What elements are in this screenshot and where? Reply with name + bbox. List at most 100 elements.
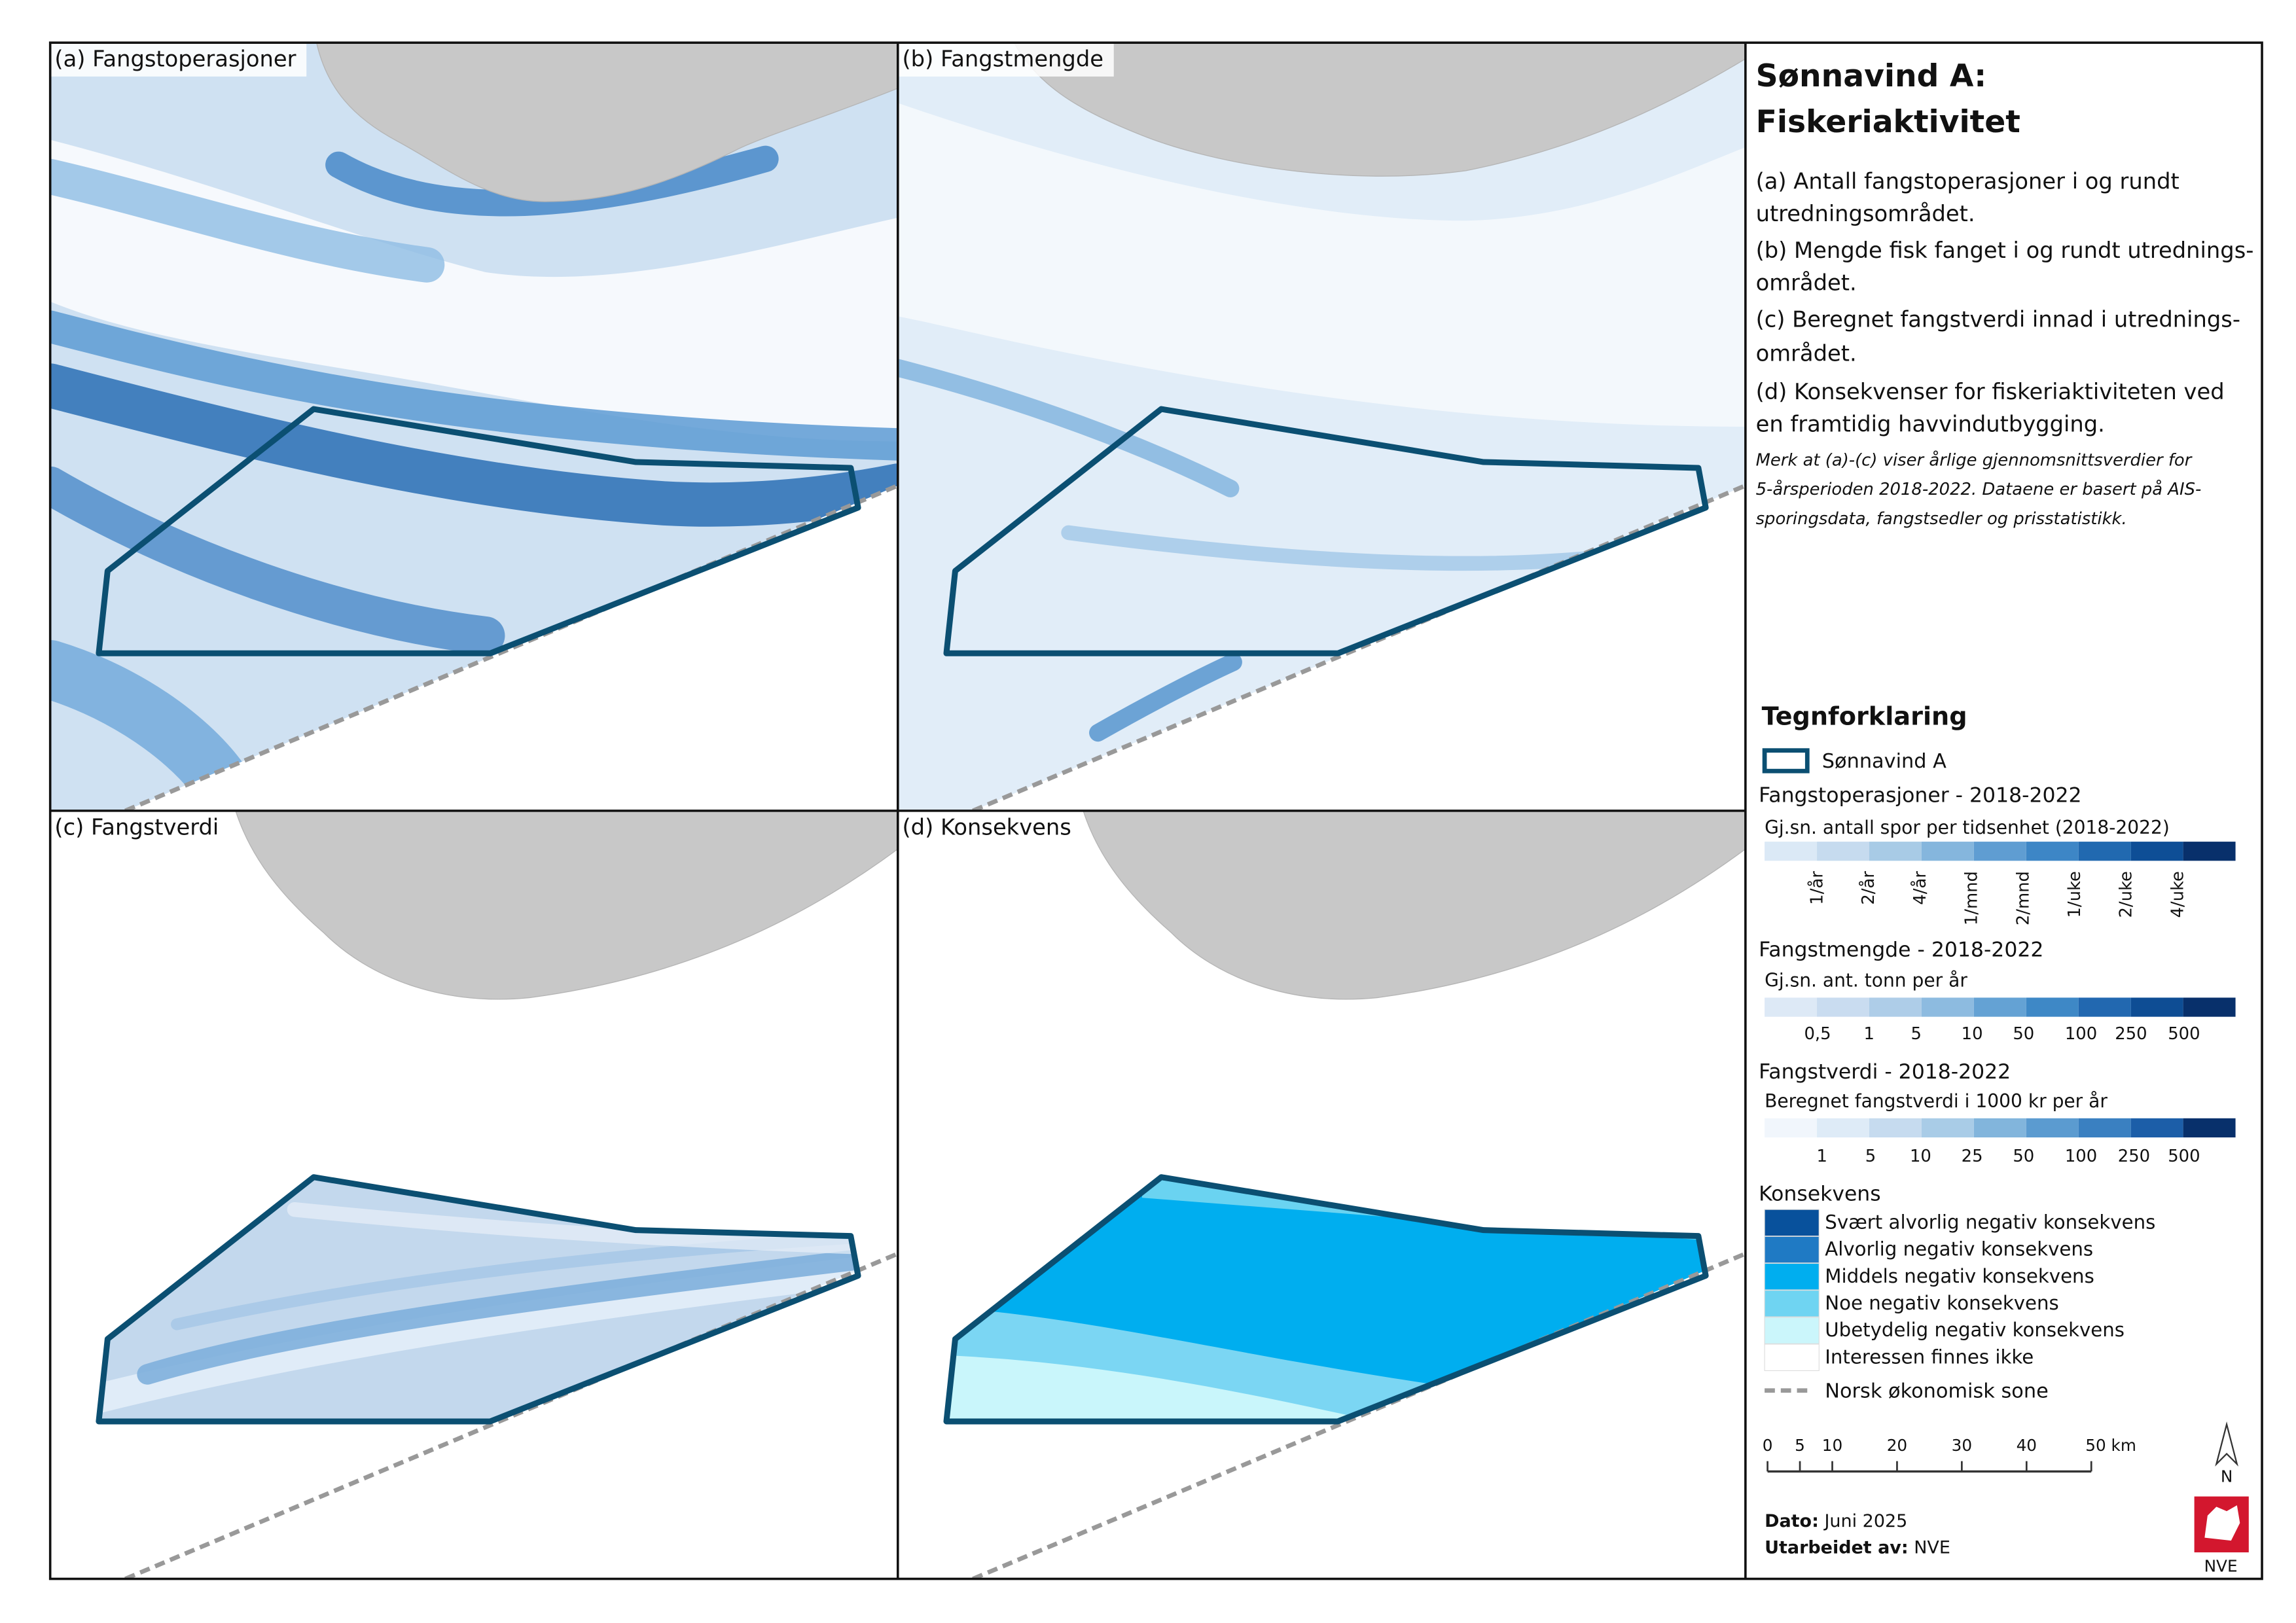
legend-ramp-label: 50 (2013, 1024, 2034, 1044)
land (235, 810, 898, 1000)
scale-label: 30 (1952, 1436, 1972, 1455)
land (1083, 810, 1746, 1000)
legend-ramp-label: 1 (1863, 1024, 1874, 1044)
legend-consequence-label: Svært alvorlig negativ konsekvens (1825, 1211, 2155, 1234)
north-arrow (2215, 1421, 2238, 1467)
legend-consequence-swatch (1764, 1317, 1820, 1344)
description-line: (a) Antall fangstoperasjoner i og rundt (1756, 168, 2179, 194)
footer-date: Dato: Juni 2025 (1765, 1510, 1907, 1531)
legend-ramp-label: 0,5 (1804, 1024, 1831, 1044)
legend-ramp-swatch (1817, 1118, 1869, 1138)
legend-ramp-swatch (1765, 842, 1818, 861)
panel-label-bg (897, 810, 1082, 845)
note-line: Merk at (a)-(c) viser årlige gjennomsnit… (1756, 450, 2193, 470)
panel-label-bg (50, 810, 230, 845)
panel-label-bg (897, 43, 1114, 77)
legend-ramp-swatch (2026, 842, 2079, 861)
legend-consequence-label: Ubetydelig negativ konsekvens (1825, 1319, 2125, 1341)
logo-text: NVE (2204, 1557, 2238, 1576)
scale-label: 40 (2017, 1436, 2037, 1455)
panels: (a) Fangstoperasjoner (b) Fangstmengde (c)… (50, 43, 1746, 1579)
description-line: (b) Mengde fisk fanget i og rundt utredn… (1756, 238, 2254, 263)
legend-ramp-label: 2/uke (2117, 871, 2136, 918)
legend-ramp-swatch (1973, 997, 2026, 1017)
fishing-density (50, 158, 445, 283)
legend-area-label: Sønnavind A (1822, 750, 1946, 773)
date-label: Dato: (1765, 1510, 1819, 1531)
legend-ramp-label: 500 (2168, 1147, 2200, 1166)
legend-ramp-label: 4/uke (2168, 871, 2187, 918)
map-panel: (a) Fangstoperasjoner (50, 43, 898, 811)
legend-ramp-label: 50 (2013, 1147, 2034, 1166)
description-line: området. (1756, 340, 1857, 366)
area-outline (96, 1174, 861, 1425)
author: NVE (1914, 1537, 1950, 1558)
sidebar-title: Sønnavind A: (1756, 58, 1987, 94)
map-content (96, 810, 898, 1579)
legend-section-subtitle: Beregnet fangstverdi i 1000 kr per år (1765, 1090, 2108, 1112)
map-panel: (b) Fangstmengde (897, 43, 1746, 811)
legend-ramp-label: 2/mnd (2013, 871, 2033, 925)
legend-ramp-label: 10 (1962, 1024, 1983, 1044)
legend-ramp-swatch (2078, 842, 2131, 861)
area-density (98, 1202, 859, 1416)
map-content (50, 43, 898, 811)
legend-ramp-swatch (2130, 997, 2183, 1017)
fishing-density (897, 359, 1240, 497)
fishing-density (98, 1253, 859, 1416)
area-outline (943, 1174, 1709, 1425)
north-label: N (2221, 1467, 2233, 1486)
legend-section-title: Fangstverdi - 2018-2022 (1759, 1060, 2011, 1084)
sidebar: Sønnavind A: Fiskeriaktivitet Tegnforkla… (1756, 58, 2254, 1575)
legend-ramp-label: 1/uke (2065, 871, 2085, 918)
legend-consequence-swatch (1764, 1236, 1820, 1264)
land (1013, 43, 1746, 177)
legend-ramp-swatch (1921, 997, 1974, 1017)
legend-consequence-swatch (1764, 1209, 1820, 1237)
legend-ramp-swatch (1973, 842, 2026, 861)
legend-section-title: Konsekvens (1759, 1183, 1881, 1206)
fishing-density (137, 1246, 859, 1385)
fishing-density (287, 1202, 859, 1255)
panel-label-bg (50, 43, 307, 77)
land (264, 43, 898, 202)
legend-boundary-label: Norsk økonomisk sone (1825, 1380, 2048, 1402)
legend-section-subtitle: Gj.sn. ant. tonn per år (1765, 970, 1967, 991)
legend-ramp-swatch (1869, 997, 1922, 1017)
description-line: (c) Beregnet fangstverdi innad i utredni… (1756, 307, 2240, 332)
legend-consequence-swatch (1764, 1344, 1820, 1371)
legend-section-title: Fangstmengde - 2018-2022 (1759, 938, 2043, 961)
sidebar-title: Fiskeriaktivitet (1756, 104, 2020, 140)
description-line: utredningsområdet. (1756, 201, 1975, 226)
legend-ramp-swatch (1817, 842, 1869, 861)
legend-ramp-label: 250 (2115, 1024, 2147, 1044)
legend-section-subtitle: Gj.sn. antall spor per tidsenhet (2018-2… (1765, 817, 2170, 838)
legend-ramp-swatch (1921, 1118, 1974, 1138)
legend-ramp-swatch (1921, 842, 1974, 861)
legend-ramp-swatch (2183, 842, 2236, 861)
author-label: Utarbeidet av: (1765, 1537, 1909, 1558)
legend-ramp-swatch (1869, 1118, 1922, 1138)
legend-ramp-swatch (1765, 997, 1818, 1017)
legend-ramp-swatch (2026, 1118, 2079, 1138)
legend-ramp-label: 500 (2168, 1024, 2200, 1044)
legend-ramp-label: 100 (2065, 1147, 2097, 1166)
legend-ramp-label: 2/år (1858, 871, 1878, 905)
fishing-density (325, 145, 779, 217)
legend-ramp-label: 25 (1962, 1147, 1983, 1166)
legend-ramp-swatch (1817, 997, 1869, 1017)
legend-consequence-swatch (1764, 1290, 1820, 1317)
legend-ramp-swatch (2183, 1118, 2236, 1138)
legend-ramp-swatch (2078, 1118, 2131, 1138)
legend-ramp-label: 5 (1910, 1024, 1921, 1044)
legend-ramp-swatch (2026, 997, 2079, 1017)
legend-ramp-swatch (2130, 1118, 2183, 1138)
map-panel: (c) Fangstverdi (50, 810, 898, 1579)
legend-consequence-label: Middels negativ konsekvens (1825, 1265, 2094, 1287)
scale-label: 10 (1822, 1436, 1842, 1455)
legend-title: Tegnforklaring (1762, 703, 1967, 732)
panel-label: (d) Konsekvens (903, 814, 1071, 840)
